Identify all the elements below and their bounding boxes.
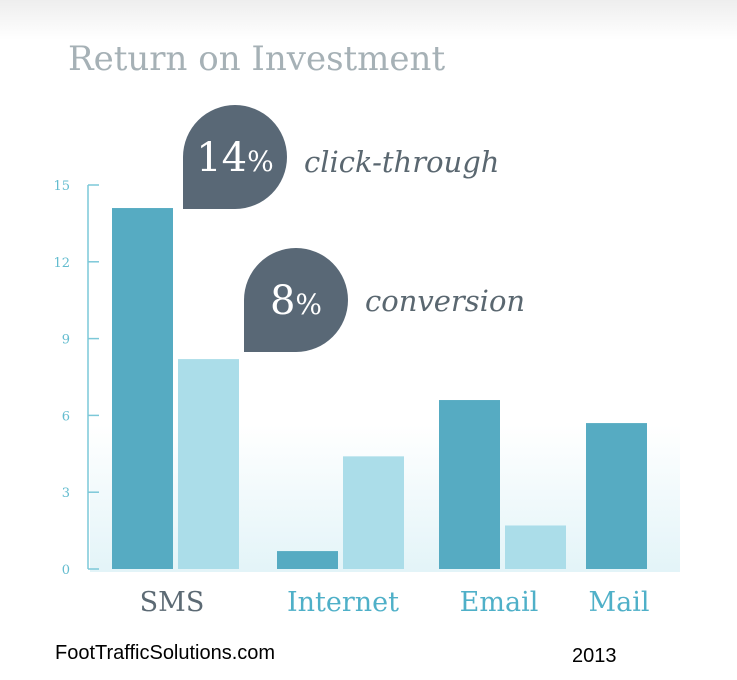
category-labels: SMS Internet Email Mail [140,587,650,618]
bar-internet-series-1 [277,551,338,569]
y-tick-label: 0 [62,563,70,578]
y-tick-label: 12 [53,256,70,271]
annotation-bubble [183,105,287,209]
bar-sms-series-1 [112,208,173,570]
annotation-value: 8% [270,278,322,324]
annotation-text: conversion [365,284,525,318]
bar-internet-series-2 [343,456,404,569]
y-tick-label: 9 [62,333,70,348]
category-label-internet: Internet [287,587,399,618]
y-tick-label: 6 [62,409,70,424]
footer-year: 2013 [572,645,617,667]
footer-source: FootTrafficSolutions.com [55,642,276,664]
annotation-bubble [244,248,348,352]
annotation-text: click-through [304,145,499,179]
category-label-mail: Mail [588,587,649,618]
chart-title: Return on Investment [68,39,445,79]
bar-email-series-2 [505,525,566,569]
y-axis: 0 3 6 9 12 15 [53,179,99,578]
y-tick-label: 3 [62,486,70,501]
bar-mail-series-1 [586,423,647,569]
bar-sms-series-2 [178,359,239,569]
category-label-email: Email [460,587,539,618]
bar-email-series-1 [439,400,500,569]
annotations: 14% click-through 8% conversion [183,105,525,352]
bars [112,208,647,570]
category-label-sms: SMS [140,587,205,618]
y-tick-label: 15 [53,179,70,194]
annotation-value: 14% [196,135,274,181]
top-fade-band [0,0,737,40]
